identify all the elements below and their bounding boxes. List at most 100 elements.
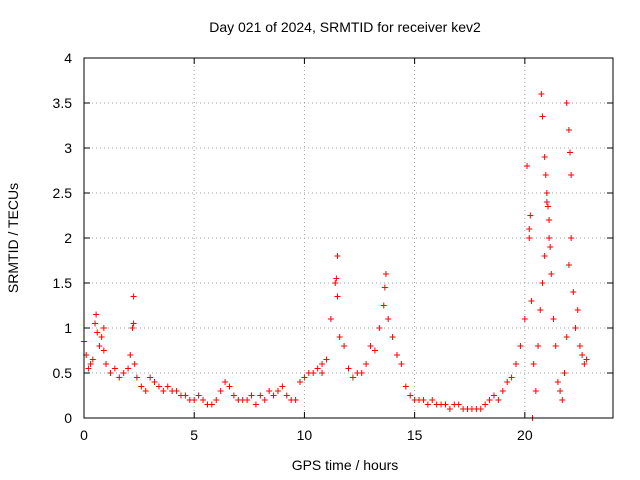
data-point [367,343,374,349]
data-point [336,334,343,340]
data-point [297,379,304,385]
data-point [208,401,215,408]
data-point [341,343,348,349]
data-point [252,401,259,408]
data-point [133,374,140,381]
data-point [131,361,138,367]
data-point [164,383,171,390]
data-point [552,343,559,349]
data-point [407,392,414,399]
data-point [301,374,308,381]
data-point [332,280,339,286]
x-tick-label: 0 [80,427,88,443]
data-point [568,172,575,178]
data-point [583,356,590,363]
data-points [81,91,590,421]
x-axis: 0 5 10 15 20 [80,58,533,443]
data-point [442,401,449,408]
y-tick-label: 2.5 [53,185,73,201]
data-point [574,307,581,313]
data-point [543,190,550,196]
data-point [563,100,570,106]
y-tick-label: 1 [64,320,72,336]
data-point [142,388,149,394]
data-point [486,397,493,403]
data-point [100,325,107,331]
data-point [127,352,134,358]
data-point [93,311,100,318]
y-tick-label: 2 [64,230,72,246]
data-point [270,392,277,399]
data-point [314,365,321,372]
data-point [111,365,118,372]
data-point [542,172,549,178]
data-point [508,374,515,381]
data-point [546,217,553,223]
data-point [213,397,220,403]
data-point [513,361,520,367]
y-tick-label: 4 [64,50,72,66]
data-point [385,316,392,322]
data-point [530,361,537,367]
data-point [526,226,533,232]
data-point [200,397,207,403]
data-point [455,401,462,408]
data-point [217,388,224,394]
data-point [125,365,132,372]
data-point [98,334,105,340]
data-point [446,406,453,412]
data-point [535,343,542,349]
data-point [482,401,489,408]
data-point [89,356,96,363]
data-point [160,388,167,394]
data-point [541,253,548,259]
data-point [424,401,431,408]
data-point [96,343,103,349]
data-point [524,163,531,169]
data-point [579,352,586,358]
data-point [120,370,127,376]
data-point [517,343,524,349]
data-point [521,316,528,322]
data-point [526,235,533,241]
data-point [527,212,534,219]
data-point [129,325,136,331]
data-point [528,298,535,304]
data-point [151,379,158,385]
data-point [279,383,286,390]
data-point [283,392,290,399]
data-point [130,320,137,327]
x-tick-label: 5 [190,427,198,443]
data-point [541,154,548,160]
data-point [195,392,202,399]
x-tick-label: 15 [407,427,423,443]
data-point [581,361,588,367]
data-point [319,361,326,367]
data-point [274,388,281,394]
data-point [323,356,330,363]
data-point [261,397,268,403]
data-point [561,370,568,376]
data-point [539,113,546,120]
data-point [107,370,114,376]
data-point [557,388,564,394]
data-point [363,361,370,367]
data-point [155,383,162,390]
data-point [550,316,557,322]
y-axis-label: SRMTID / TECUs [5,183,21,293]
data-point [333,275,340,282]
y-tick-label: 3.5 [53,95,73,111]
data-point [568,235,575,241]
data-point [504,379,511,385]
data-point [226,383,233,390]
data-point [429,397,436,403]
data-point [327,316,334,322]
data-point [230,392,237,399]
data-point [130,293,137,300]
data-point [248,392,255,399]
data-point [572,325,579,331]
x-axis-label: GPS time / hours [292,457,399,473]
data-point [182,392,189,399]
data-point [191,397,198,403]
